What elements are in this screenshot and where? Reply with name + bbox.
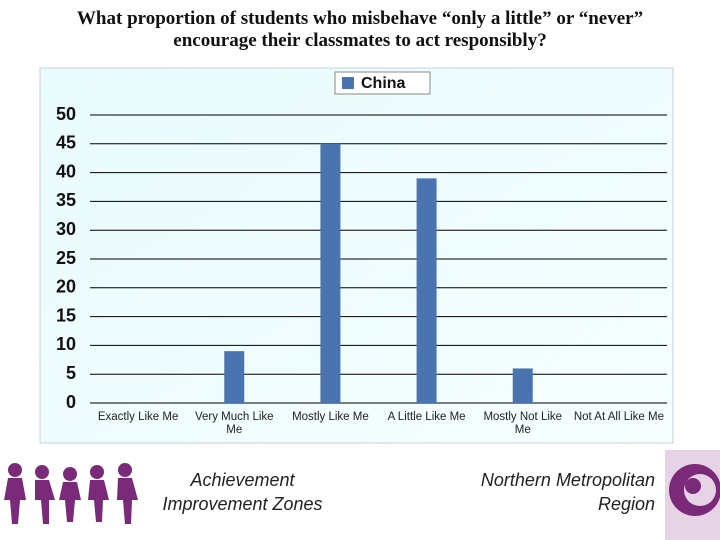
y-tick-label: 30 (56, 219, 76, 239)
legend-label: China (361, 75, 406, 92)
legend-box (334, 71, 431, 95)
y-tick-label: 20 (56, 277, 76, 297)
chart-title: What proportion of students who misbehav… (76, 8, 644, 51)
footer-right: Northern Metropolitan Region (480, 470, 655, 514)
bar (512, 368, 533, 403)
y-tick-label: 15 (56, 305, 76, 325)
x-tick-label: Mostly Not Like Me (483, 411, 563, 436)
y-tick-label: 45 (56, 133, 76, 153)
y-tick-label: 0 (66, 392, 76, 412)
x-tick-label: Not At All Like Me (573, 411, 664, 423)
y-tick-label: 50 (56, 104, 76, 124)
y-tick-label: 25 (56, 248, 76, 268)
chart-area (39, 67, 674, 444)
x-tick-label: Mostly Like Me (292, 411, 369, 423)
footer-left: Achievement Improvement Zones (162, 470, 323, 514)
x-tick-label: Very Much Like Me (194, 411, 274, 436)
bar (320, 143, 341, 404)
y-tick-label: 10 (56, 334, 76, 354)
x-tick-label: Exactly Like Me (97, 411, 179, 423)
region-logo (665, 450, 720, 540)
y-tick-label: 5 (66, 363, 76, 383)
y-tick-label: 40 (56, 161, 76, 181)
children-logo (4, 463, 138, 524)
bar (224, 351, 245, 403)
legend-swatch (342, 77, 354, 89)
y-tick-label: 35 (56, 190, 76, 210)
x-tick-label: A Little Like Me (387, 411, 466, 423)
bar (416, 178, 437, 403)
